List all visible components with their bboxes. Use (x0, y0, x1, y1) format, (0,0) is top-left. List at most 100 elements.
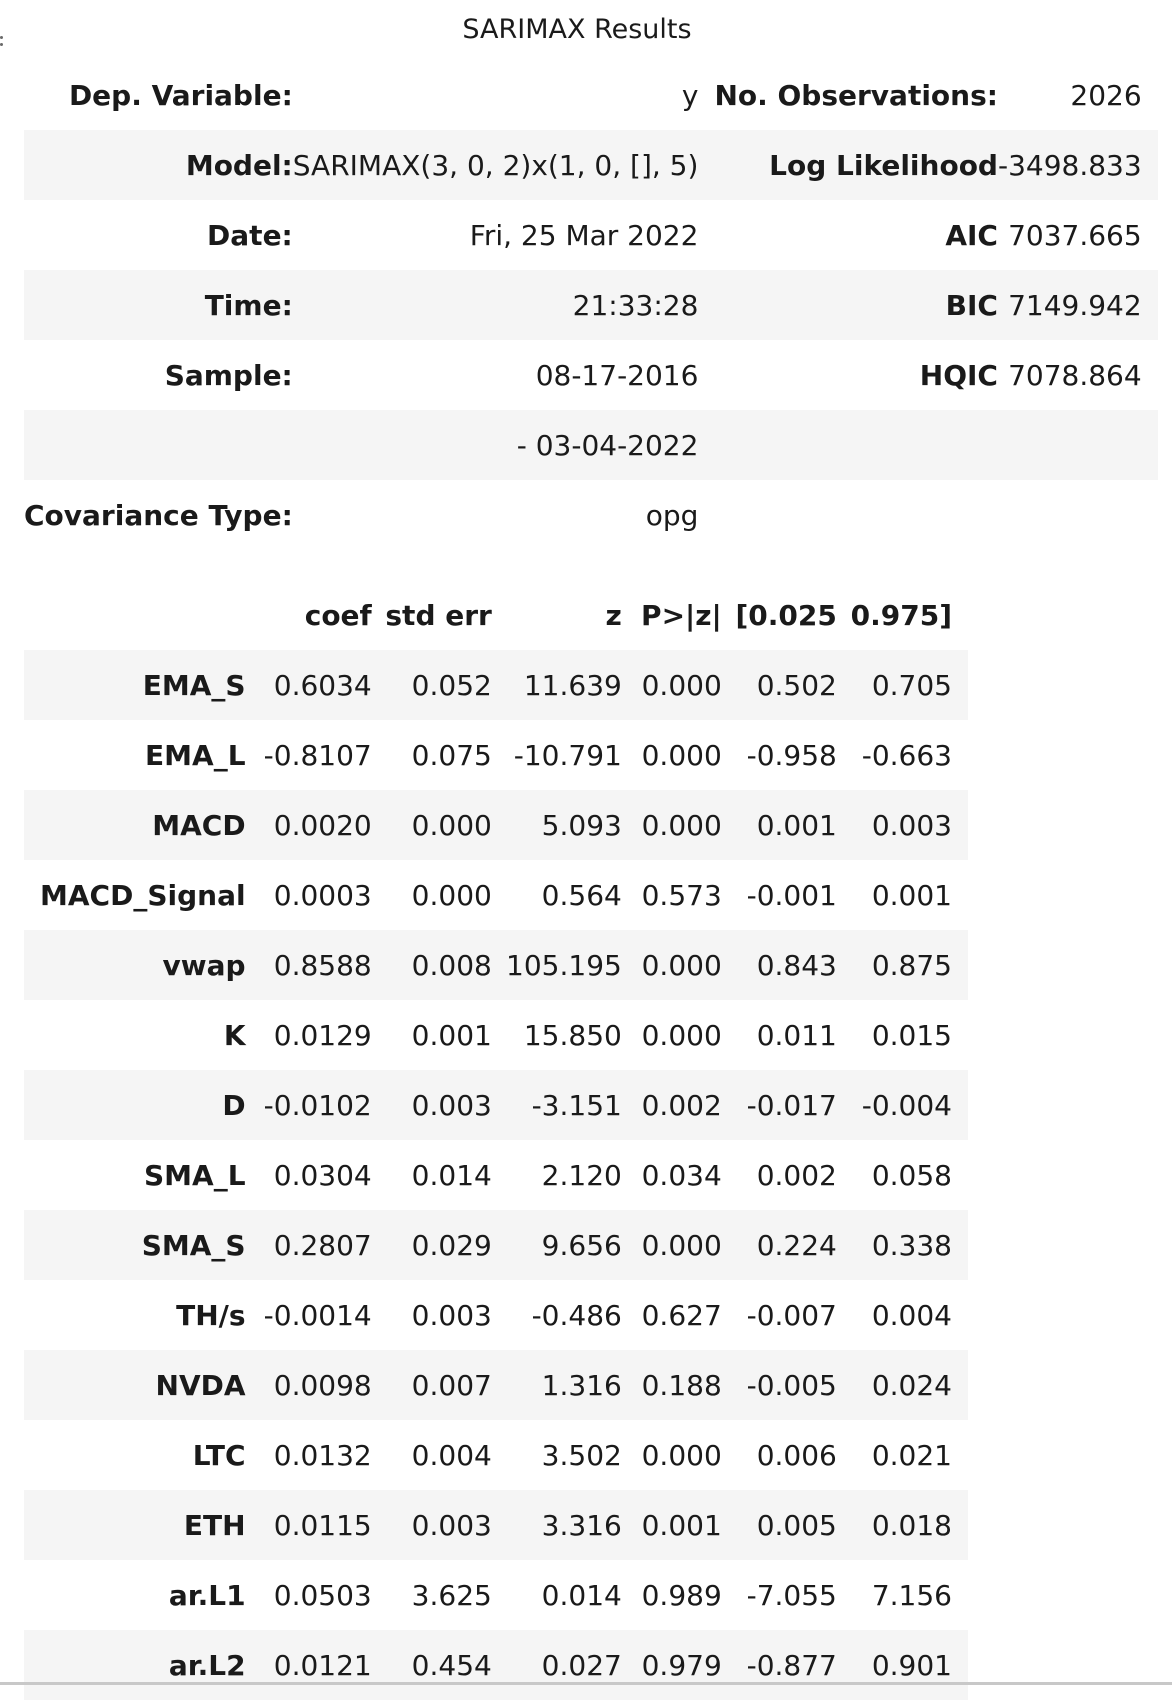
table-row: ar.L1 0.0503 3.625 0.014 0.989 -7.055 7.156 (24, 1560, 968, 1630)
horizontal-scrollbar[interactable] (0, 1682, 1172, 1685)
summary-value: - 03-04-2022 (292, 410, 715, 480)
table-row: EMA_S 0.6034 0.052 11.639 0.000 0.502 0.705 (24, 650, 968, 720)
coef-cell: -0.0102 (245, 1070, 372, 1140)
summary-label: Covariance Type: (24, 498, 293, 532)
coef-header: z (491, 580, 622, 650)
summary-label: Date: (207, 218, 293, 252)
coef-cell: 0.075 (411, 738, 492, 772)
coef-cell: 15.850 (523, 1018, 622, 1052)
coef-cell: -0.663 (861, 738, 952, 772)
table-row: TH/s -0.0014 0.003 -0.486 0.627 -0.007 0.004 (24, 1280, 968, 1350)
coef-cell: 0.0503 (273, 1578, 372, 1612)
coef-cell: 0.454 (371, 1630, 492, 1700)
summary-row: Time: 21:33:28 BIC 7149.942 (24, 270, 1158, 340)
summary-value: 2026 (1070, 78, 1142, 112)
variable-name: vwap (24, 930, 246, 1000)
coef-cell: 0.502 (721, 650, 837, 720)
summary-row: Covariance Type: opg (24, 480, 1158, 550)
coef-cell: 0.875 (836, 930, 968, 1000)
coef-cell: 0.021 (871, 1438, 952, 1472)
coef-cell: 0.001 (621, 1490, 722, 1560)
coef-cell: 0.018 (836, 1490, 968, 1560)
coef-cell: 2.120 (541, 1158, 622, 1192)
coef-cell: 0.034 (641, 1158, 722, 1192)
variable-name: D (24, 1070, 246, 1140)
coef-cell: -10.791 (513, 738, 622, 772)
summary-value: Fri, 25 Mar 2022 (469, 218, 699, 252)
table-row: LTC 0.0132 0.004 3.502 0.000 0.006 0.021 (24, 1420, 968, 1490)
coef-cell: 3.625 (411, 1578, 492, 1612)
summary-value (997, 410, 1158, 480)
results-title: SARIMAX Results (462, 14, 692, 45)
coef-cell: 0.014 (411, 1158, 492, 1192)
coef-cell: 0.000 (621, 930, 722, 1000)
coef-cell: 0.0098 (245, 1350, 372, 1420)
coef-cell: 0.338 (836, 1210, 968, 1280)
handle-dot (0, 36, 3, 39)
summary-table: Dep. Variable: y No. Observations: 2026 … (24, 60, 1158, 550)
table-row: ETH 0.0115 0.003 3.316 0.001 0.005 0.018 (24, 1490, 968, 1560)
summary-label (24, 410, 293, 480)
summary-row: Dep. Variable: y No. Observations: 2026 (24, 60, 1158, 130)
coef-cell: 5.093 (491, 790, 622, 860)
coef-cell: -0.877 (721, 1630, 837, 1700)
summary-label: BIC (714, 270, 998, 340)
coef-cell: 0.000 (641, 1438, 722, 1472)
cell-collapse-handle[interactable] (0, 36, 4, 56)
coef-cell: 0.901 (836, 1630, 968, 1700)
coef-cell: -7.055 (746, 1578, 837, 1612)
summary-label: Log Likelihood (714, 130, 998, 200)
coef-cell: 0.014 (541, 1578, 622, 1612)
table-row: MACD_Signal 0.0003 0.000 0.564 0.573 -0.001 0.… (24, 860, 968, 930)
coef-cell: 0.8588 (245, 930, 372, 1000)
summary-label: Sample: (164, 358, 293, 392)
variable-name: K (223, 1018, 246, 1052)
coef-cell: 0.024 (836, 1350, 968, 1420)
coef-cell: 0.006 (756, 1438, 837, 1472)
variable-name: TH/s (176, 1298, 246, 1332)
coef-cell: 11.639 (491, 650, 622, 720)
coef-cell: 0.188 (621, 1350, 722, 1420)
coef-cell: 3.502 (541, 1438, 622, 1472)
coef-cell: 0.0020 (245, 790, 372, 860)
coef-cell: 0.705 (836, 650, 968, 720)
coef-cell: 0.058 (871, 1158, 952, 1192)
coef-cell: 0.0304 (273, 1158, 372, 1192)
coef-cell: 1.316 (491, 1350, 622, 1420)
coef-cell: 0.003 (411, 1298, 492, 1332)
coef-cell: 0.000 (371, 790, 492, 860)
summary-label: Time: (24, 270, 293, 340)
table-row: K 0.0129 0.001 15.850 0.000 0.011 0.015 (24, 1000, 968, 1070)
coef-cell: 0.052 (371, 650, 492, 720)
coef-cell: -0.017 (721, 1070, 837, 1140)
coef-cell: 0.627 (641, 1298, 722, 1332)
summary-label: Dep. Variable: (68, 78, 293, 112)
coef-cell: -0.0014 (263, 1298, 372, 1332)
coef-cell: 0.000 (641, 738, 722, 772)
summary-value: 08-17-2016 (535, 358, 699, 392)
coef-cell: -0.005 (721, 1350, 837, 1420)
coef-header-row: coef std err z P>|z| [0.025 0.975] (24, 580, 968, 650)
coef-cell: -0.004 (836, 1070, 968, 1140)
coef-cell: 0.0132 (273, 1438, 372, 1472)
summary-row: Sample: 08-17-2016 HQIC 7078.864 (24, 340, 1158, 410)
coef-cell: 0.011 (756, 1018, 837, 1052)
coef-cell: 0.224 (721, 1210, 837, 1280)
coef-cell: 0.002 (756, 1158, 837, 1192)
summary-value: 7149.942 (997, 270, 1158, 340)
summary-label: Model: (24, 130, 293, 200)
summary-value: 21:33:28 (292, 270, 715, 340)
table-row: vwap 0.8588 0.008 105.195 0.000 0.843 0.875 (24, 930, 968, 1000)
variable-name: NVDA (24, 1350, 246, 1420)
coef-cell: 105.195 (491, 930, 622, 1000)
coef-cell: 0.000 (641, 1018, 722, 1052)
summary-row: Model: SARIMAX(3, 0, 2)x(1, 0, [], 5) Lo… (24, 130, 1158, 200)
summary-label: AIC (945, 218, 998, 252)
coef-cell: 0.989 (641, 1578, 722, 1612)
coef-cell: -0.486 (531, 1298, 622, 1332)
coef-cell: 0.0115 (245, 1490, 372, 1560)
coef-cell: 0.029 (371, 1210, 492, 1280)
coef-header: [0.025 (721, 580, 837, 650)
coef-cell: 0.2807 (245, 1210, 372, 1280)
coef-cell: 0.6034 (245, 650, 372, 720)
